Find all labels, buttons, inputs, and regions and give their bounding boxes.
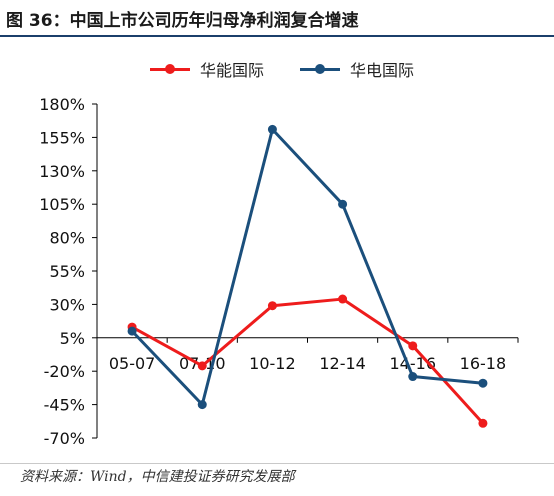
chart-legend: 华能国际 华电国际 (0, 54, 554, 84)
source-divider (0, 463, 554, 464)
data-point-huaneng (478, 418, 488, 428)
data-point-huadian (267, 124, 277, 134)
title-underline (0, 35, 554, 37)
y-tick-label: 180% (39, 95, 85, 114)
x-tick-label: 05-07 (109, 354, 156, 373)
y-tick-label: 130% (39, 162, 85, 181)
y-tick-label: -45% (44, 396, 85, 415)
legend-swatch-huadian (300, 64, 340, 74)
data-point-huaneng (338, 294, 348, 304)
data-point-huaneng (197, 361, 207, 371)
source-note: 资料来源：Wind，中信建投证券研究发展部 (20, 469, 295, 485)
legend-item-huadian: 华电国际 (300, 54, 414, 84)
y-tick-label: 55% (49, 262, 85, 281)
legend-label-huadian: 华电国际 (350, 61, 415, 80)
x-tick-label: 10-12 (249, 354, 296, 373)
figure-header: 图 36：中国上市公司历年归母净利润复合增速 (0, 0, 554, 37)
data-point-huaneng (267, 301, 277, 311)
y-tick-label: 80% (49, 229, 85, 248)
data-point-huadian (408, 372, 418, 382)
y-tick-label: 5% (60, 329, 85, 348)
y-tick-label: -20% (44, 362, 85, 381)
y-tick-label: 30% (49, 295, 85, 314)
x-tick-label: 16-18 (460, 354, 507, 373)
data-point-huadian (478, 378, 488, 388)
legend-item-huaneng: 华能国际 (150, 54, 264, 84)
x-tick-label: 12-14 (319, 354, 366, 373)
data-point-huadian (197, 400, 207, 410)
y-tick-label: -70% (44, 429, 85, 448)
y-tick-label: 155% (39, 128, 85, 147)
series-line-huadian (130, 127, 484, 407)
data-point-huadian (127, 326, 137, 336)
data-point-huadian (338, 199, 348, 209)
legend-label-huaneng: 华能国际 (200, 61, 265, 80)
data-point-huaneng (408, 341, 418, 351)
figure-title: 图 36：中国上市公司历年归母净利润复合增速 (6, 11, 359, 31)
legend-swatch-huaneng (150, 64, 190, 74)
series-line-huaneng (131, 297, 485, 425)
y-tick-label: 105% (39, 195, 85, 214)
